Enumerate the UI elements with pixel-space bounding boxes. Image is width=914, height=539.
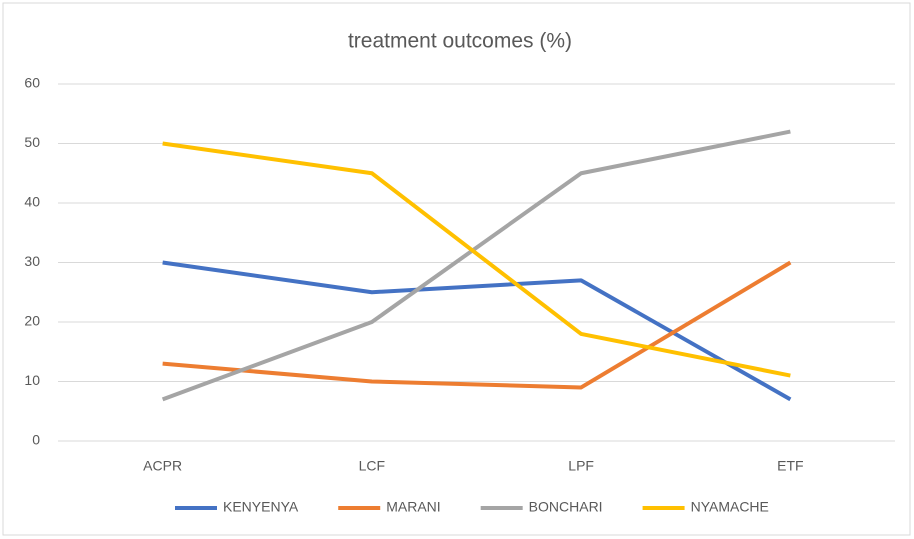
series-line — [161, 129, 791, 402]
y-tick-label: 60 — [24, 75, 40, 91]
y-tick-label: 40 — [24, 194, 40, 210]
x-tick-label: LPF — [568, 458, 594, 474]
x-tick-label: ETF — [777, 458, 803, 474]
series-line — [162, 260, 792, 402]
legend-label: BONCHARI — [529, 499, 603, 515]
y-tick-label: 20 — [24, 313, 40, 329]
series-line — [162, 141, 791, 378]
chart-title: treatment outcomes (%) — [348, 30, 572, 53]
x-tick-label: ACPR — [143, 458, 182, 474]
legend-label: KENYENYA — [223, 499, 299, 515]
y-tick-label: 50 — [24, 134, 40, 150]
series-line — [162, 260, 792, 390]
y-tick-label: 0 — [32, 432, 40, 448]
legend-label: NYAMACHE — [691, 499, 769, 515]
legend-label: MARANI — [386, 499, 440, 515]
x-tick-label: LCF — [359, 458, 385, 474]
y-tick-label: 10 — [24, 372, 40, 388]
y-tick-label: 30 — [24, 253, 40, 269]
